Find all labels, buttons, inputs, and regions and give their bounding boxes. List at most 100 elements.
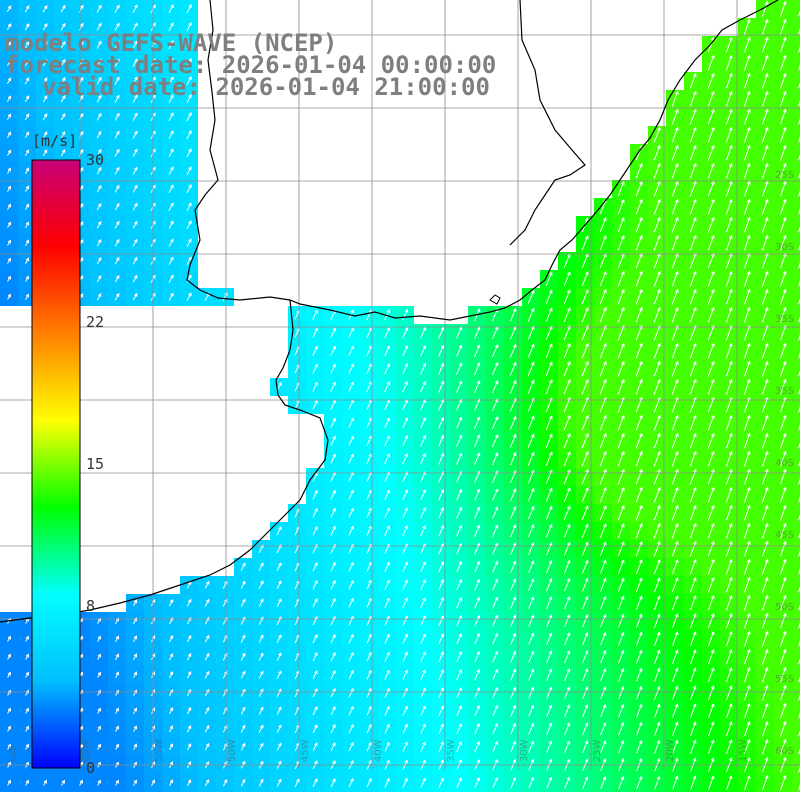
wind-arrow: [151, 779, 155, 786]
wind-arrow: [474, 668, 480, 681]
wind-arrow: [564, 776, 571, 789]
wind-arrow: [366, 597, 372, 608]
wind-arrow: [6, 113, 12, 120]
wind-arrow: [707, 576, 715, 593]
wind-arrow: [527, 289, 535, 304]
wind-arrow: [420, 669, 426, 681]
wind-arrow: [7, 185, 11, 192]
wind-arrow: [743, 162, 751, 179]
wind-arrow: [636, 739, 643, 754]
wind-arrow: [599, 270, 607, 287]
wind-arrow: [798, 118, 800, 125]
wind-arrow: [780, 54, 787, 71]
wind-arrow: [689, 342, 697, 359]
wind-arrow: [743, 414, 751, 431]
wind-arrow: [168, 653, 174, 661]
wind-arrow: [491, 434, 499, 448]
wind-arrow: [600, 595, 607, 610]
wind-arrow: [761, 360, 769, 377]
wind-arrow: [132, 130, 138, 139]
wind-arrow: [330, 309, 336, 320]
wind-arrow: [96, 274, 102, 283]
wind-arrow: [581, 289, 589, 305]
wind-arrow: [438, 596, 444, 609]
wind-arrow: [599, 468, 607, 485]
wind-arrow: [798, 280, 800, 287]
wind-arrow: [438, 326, 445, 339]
wind-arrow: [798, 640, 800, 647]
wind-arrow: [743, 558, 751, 575]
wind-arrow: [635, 504, 643, 521]
wind-cell: [792, 378, 800, 396]
wind-arrow: [366, 453, 372, 465]
wind-arrow: [798, 28, 800, 35]
wind-arrow: [114, 166, 120, 175]
wind-cell: [792, 72, 800, 90]
wind-arrow: [132, 112, 138, 121]
wind-cell: [792, 414, 800, 432]
wind-arrow: [707, 360, 715, 377]
wind-arrow: [761, 450, 769, 467]
wind-arrow: [96, 58, 102, 67]
wind-arrow: [240, 634, 246, 643]
wind-arrow: [24, 77, 30, 85]
wind-arrow: [132, 220, 138, 229]
wind-arrow: [492, 596, 499, 609]
wind-arrow: [761, 270, 769, 287]
wind-arrow: [42, 5, 48, 13]
wind-arrow: [780, 180, 787, 197]
wind-arrow: [798, 658, 800, 665]
wind-arrow: [96, 202, 102, 211]
wind-arrow: [762, 702, 769, 719]
wind-arrow: [780, 288, 787, 305]
wind-arrow: [707, 54, 715, 71]
wind-arrow: [581, 360, 589, 377]
wind-arrow: [707, 198, 715, 215]
wind-arrow: [635, 162, 643, 179]
wind-arrow: [420, 434, 427, 447]
wind-arrow: [653, 559, 661, 575]
wind-arrow: [348, 453, 354, 464]
wind-arrow: [725, 558, 733, 575]
wind-arrow: [564, 614, 571, 628]
wind-arrow: [744, 775, 751, 791]
wind-arrow: [653, 595, 661, 610]
wind-arrow: [96, 22, 102, 31]
wind-arrow: [7, 635, 11, 642]
wind-arrow: [726, 721, 733, 737]
wind-arrow: [509, 379, 517, 394]
wind-arrow: [581, 306, 589, 323]
wind-arrow: [743, 72, 751, 89]
wind-arrow: [240, 580, 246, 589]
wind-arrow: [384, 326, 390, 339]
wind-arrow: [545, 523, 553, 538]
wind-arrow: [168, 220, 174, 229]
wind-arrow: [563, 541, 571, 556]
wind-arrow: [653, 234, 661, 251]
wind-arrow: [761, 90, 769, 107]
wind-arrow: [456, 668, 462, 681]
wind-cell: [792, 612, 800, 630]
wind-arrow: [780, 360, 787, 377]
wind-arrow: [133, 599, 138, 607]
wind-arrow: [725, 72, 733, 89]
wind-arrow: [186, 148, 192, 158]
wind-arrow: [725, 126, 733, 143]
wind-arrow: [653, 126, 661, 143]
wind-arrow: [726, 685, 733, 701]
wind-arrow: [438, 741, 444, 753]
wind-arrow: [780, 648, 787, 665]
lat-label: 40S: [775, 458, 794, 469]
wind-arrow: [240, 670, 246, 679]
wind-cell: [792, 486, 800, 504]
wind-arrow: [798, 262, 800, 269]
wind-arrow: [312, 561, 318, 572]
wind-arrow: [312, 345, 318, 356]
wind-arrow: [420, 344, 427, 357]
wind-cell: [792, 630, 800, 648]
wind-arrow: [240, 562, 246, 571]
wind-arrow: [707, 144, 715, 161]
wind-arrow: [330, 489, 336, 500]
wind-arrow: [312, 309, 318, 320]
wind-arrow: [7, 275, 11, 282]
